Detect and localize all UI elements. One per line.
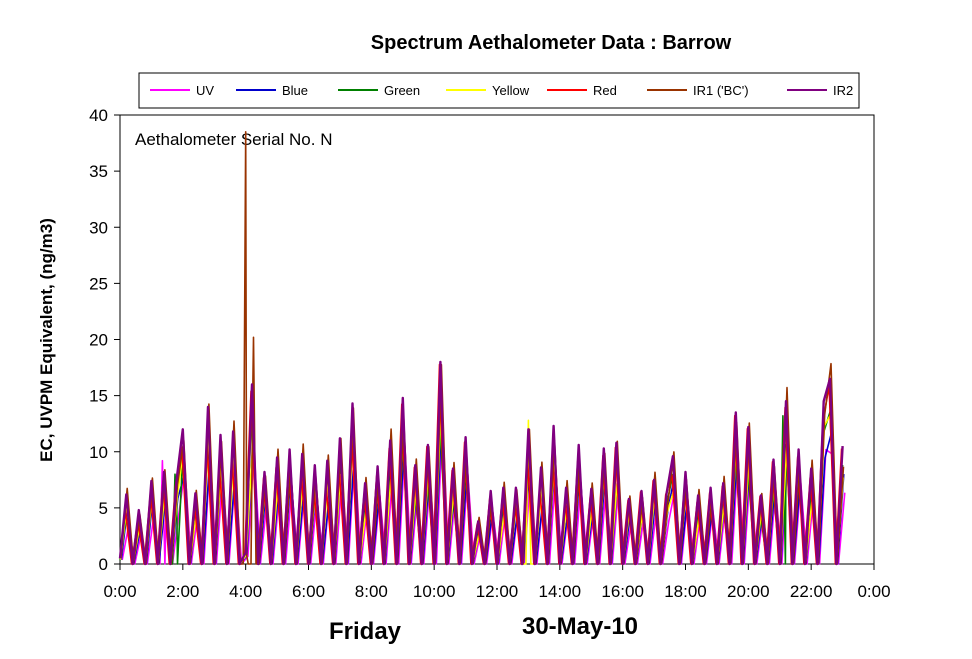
x-axis-date-label: 30-May-10 [522,613,638,640]
x-tick-label: 6:00 [292,582,325,601]
y-axis-label: EC, UVPM Equivalent, (ng/m3) [37,218,56,462]
x-tick-label: 2:00 [166,582,199,601]
x-tick-label: 14:00 [539,582,582,601]
legend-label: IR1 ('BC') [693,83,749,98]
y-tick-label: 40 [89,106,108,125]
series-layer [118,131,846,566]
y-tick-label: 35 [89,162,108,181]
y-tick-label: 0 [99,555,108,574]
y-tick-label: 5 [99,499,108,518]
legend-label: UV [196,83,214,98]
x-tick-label: 8:00 [355,582,388,601]
x-axis-day-label: Friday [329,618,402,645]
x-tick-label: 20:00 [727,582,770,601]
legend-label: Blue [282,83,308,98]
x-tick-label: 22:00 [790,582,833,601]
legend-label: Red [593,83,617,98]
x-tick-label: 18:00 [664,582,707,601]
legend: UV Blue Green Yellow Red IR1 ('BC') IR2 [138,72,860,109]
x-tick-label: 0:00 [103,582,136,601]
x-tick-label: 0:00 [857,582,890,601]
annotation-serial: Aethalometer Serial No. N [135,130,332,149]
x-tick-label: 16:00 [601,582,644,601]
x-tick-label: 12:00 [476,582,519,601]
y-tick-label: 10 [89,443,108,462]
y-tick-label: 15 [89,387,108,406]
x-tick-label: 10:00 [413,582,456,601]
chart-title: Spectrum Aethalometer Data : Barrow [371,32,732,54]
y-tick-label: 20 [89,331,108,350]
y-axis: 0 5 10 15 20 25 30 35 40 [89,106,120,574]
legend-label: IR2 [833,83,853,98]
x-axis: 0:00 2:00 4:00 6:00 8:00 10:00 12:00 14:00 16:00… [103,564,891,601]
series-line-ir2 [118,360,844,566]
y-tick-label: 25 [89,274,108,293]
legend-label: Yellow [492,83,530,98]
y-tick-label: 30 [89,218,108,237]
x-tick-label: 4:00 [229,582,262,601]
legend-label: Green [384,83,420,98]
